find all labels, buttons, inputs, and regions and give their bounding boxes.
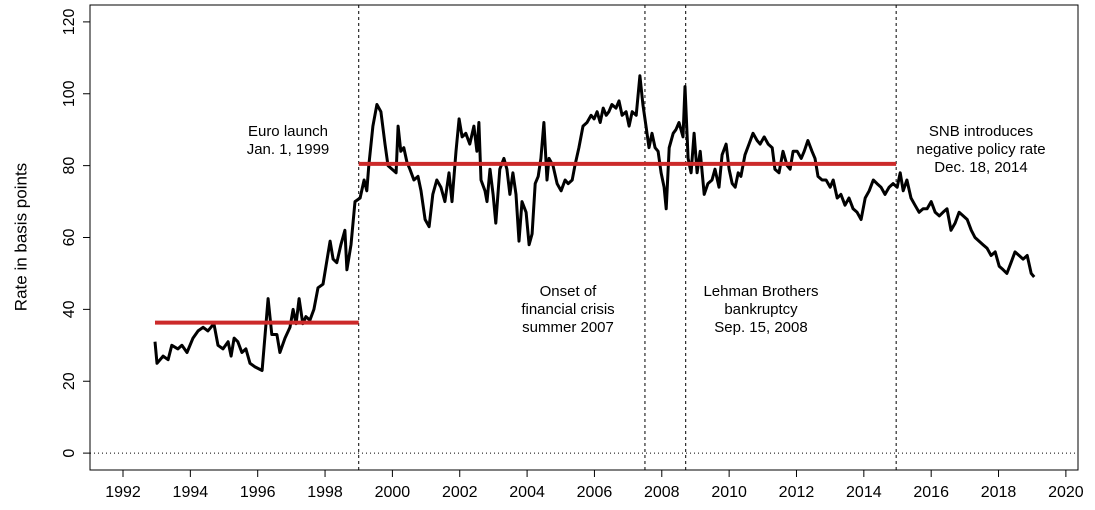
y-tick-label: 120 bbox=[61, 8, 78, 35]
y-tick-label: 100 bbox=[61, 80, 78, 107]
x-tick-label: 2014 bbox=[846, 484, 882, 501]
x-tick-label: 2018 bbox=[981, 484, 1017, 501]
x-tick-label: 2002 bbox=[442, 484, 478, 501]
y-tick-label: 80 bbox=[61, 157, 78, 175]
event-label: Sep. 15, 2008 bbox=[714, 319, 807, 336]
x-tick-label: 2010 bbox=[711, 484, 747, 501]
event-label: Dec. 18, 2014 bbox=[934, 159, 1027, 176]
x-tick-label: 2020 bbox=[1048, 484, 1084, 501]
y-tick-label: 20 bbox=[61, 372, 78, 390]
x-tick-label: 2012 bbox=[779, 484, 815, 501]
event-label: bankruptcy bbox=[724, 301, 798, 318]
y-tick-label: 0 bbox=[61, 449, 78, 458]
plot-box bbox=[89, 4, 1079, 471]
x-tick-label: 2016 bbox=[913, 484, 949, 501]
y-tick-label: 40 bbox=[61, 300, 78, 318]
x-tick-label: 2008 bbox=[644, 484, 680, 501]
x-tick-label: 1992 bbox=[105, 484, 141, 501]
event-label: Jan. 1, 1999 bbox=[247, 141, 330, 158]
x-tick-label: 1994 bbox=[173, 484, 209, 501]
event-label: Onset of bbox=[540, 283, 598, 300]
y-tick-label: 60 bbox=[61, 229, 78, 247]
x-tick-label: 2004 bbox=[509, 484, 545, 501]
event-label: negative policy rate bbox=[916, 141, 1045, 158]
event-label: Euro launch bbox=[248, 123, 328, 140]
x-tick-label: 1996 bbox=[240, 484, 276, 501]
event-label: SNB introduces bbox=[929, 123, 1033, 140]
x-tick-label: 1998 bbox=[307, 484, 343, 501]
event-label: Lehman Brothers bbox=[703, 283, 818, 300]
event-label: financial crisis bbox=[521, 301, 614, 318]
x-tick-label: 2006 bbox=[577, 484, 613, 501]
data-line bbox=[153, 74, 1036, 372]
x-tick-label: 2000 bbox=[375, 484, 411, 501]
y-axis-label: Rate in basis points bbox=[11, 163, 30, 311]
event-label: summer 2007 bbox=[522, 319, 614, 336]
